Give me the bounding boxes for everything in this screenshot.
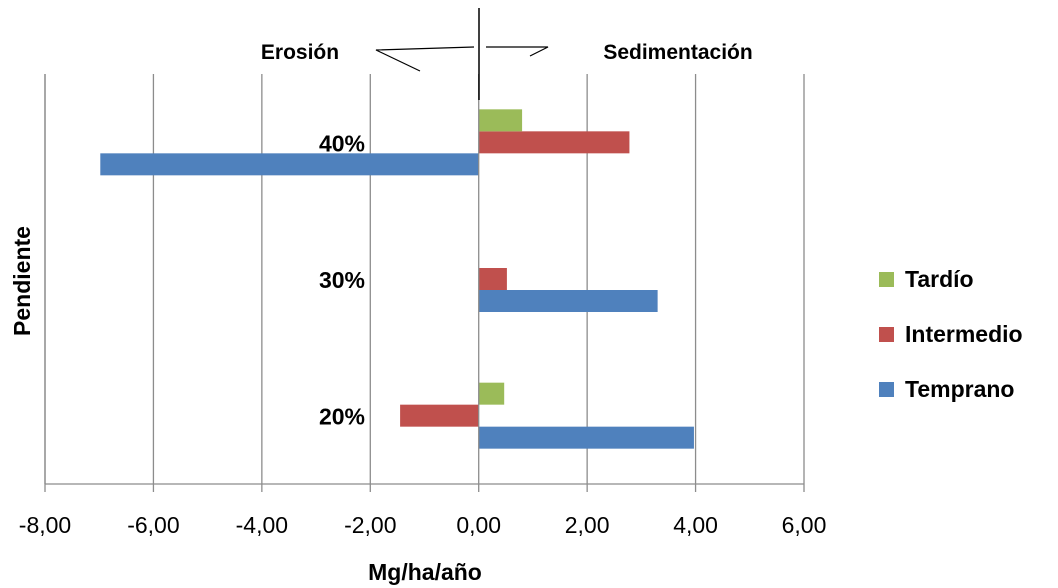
x-tick-label: 6,00 [782,512,827,538]
legend-label: Temprano [905,376,1014,402]
category-label: 40% [319,130,365,156]
legend-label: Intermedio [905,321,1023,347]
bar-intermedio-30pct [478,268,507,290]
axes [44,74,805,492]
arrow-left-icon [375,46,475,72]
x-tick-labels: -8,00 -6,00 -4,00 -2,00 0,00 2,00 4,00 6,00 [19,512,827,538]
arrow-right-icon [486,46,549,57]
x-tick-label: 2,00 [565,512,610,538]
bar-temprano-30pct [478,290,658,312]
category-label: 30% [319,267,365,293]
y-axis-label: Pendiente [9,226,35,336]
legend-swatch-intermedio [879,327,894,342]
category-label: 20% [319,404,365,430]
legend-swatch-tardo [879,272,894,287]
bar-intermedio-40pct [478,131,630,154]
legend-label: Tardío [905,266,974,292]
category-labels: 20% 30% 40% [319,130,365,429]
bar-tardo-20pct [478,382,505,405]
x-axis-label: Mg/ha/año [368,559,482,585]
x-tick-label: -2,00 [344,512,396,538]
annotation-sedimentacion: Sedimentación [603,41,752,64]
x-tick-label: 4,00 [673,512,718,538]
x-tick-label: -8,00 [19,512,71,538]
legend-swatch-temprano [879,382,894,397]
bar-temprano-20pct [478,426,694,449]
bar-tardo-40pct [478,109,523,132]
legend: Tardío Intermedio Temprano [879,266,1023,402]
bars [100,109,694,449]
x-tick-label: -4,00 [236,512,288,538]
bar-temprano-40pct [100,153,479,176]
annotation-erosion: Erosión [261,41,339,64]
x-tick-label: 0,00 [456,512,501,538]
x-tick-label: -6,00 [127,512,179,538]
bar-intermedio-20pct [400,404,479,427]
